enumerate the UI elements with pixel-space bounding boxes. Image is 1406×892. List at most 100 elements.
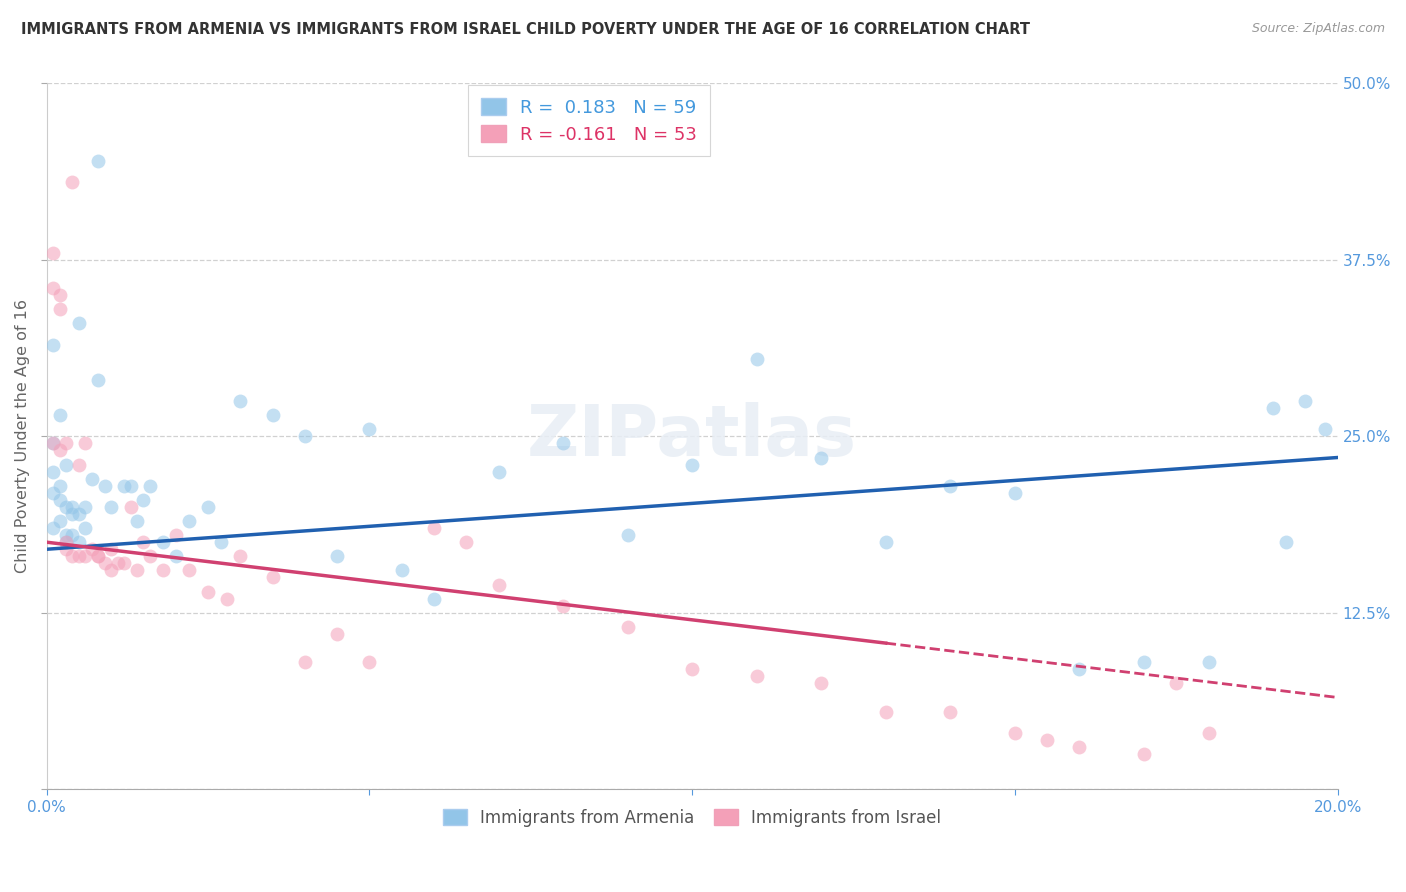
Point: [62, 549, 84, 564]
Point: [139, 549, 162, 564]
Point: [488, 577, 510, 591]
Point: [125, 514, 148, 528]
Point: [939, 479, 962, 493]
Point: [1069, 739, 1091, 754]
Point: [229, 549, 252, 564]
Point: [75, 549, 97, 564]
Point: [112, 479, 135, 493]
Point: [80, 472, 103, 486]
Point: [1069, 662, 1091, 676]
Point: [1198, 655, 1220, 669]
Point: [875, 705, 897, 719]
Point: [75, 521, 97, 535]
Point: [152, 535, 174, 549]
Point: [125, 563, 148, 577]
Point: [42, 485, 65, 500]
Point: [132, 492, 155, 507]
Point: [616, 528, 638, 542]
Point: [1133, 655, 1156, 669]
Point: [62, 528, 84, 542]
Point: [1036, 732, 1059, 747]
Point: [48, 288, 70, 302]
Point: [75, 500, 97, 514]
Point: [681, 662, 703, 676]
Point: [132, 535, 155, 549]
Point: [67, 535, 90, 549]
Point: [42, 337, 65, 351]
Point: [42, 245, 65, 260]
Point: [67, 458, 90, 472]
Point: [262, 570, 284, 584]
Point: [120, 500, 142, 514]
Point: [67, 549, 90, 564]
Point: [1166, 676, 1188, 690]
Point: [55, 458, 77, 472]
Point: [139, 479, 162, 493]
Point: [229, 394, 252, 409]
Point: [294, 655, 316, 669]
Point: [62, 507, 84, 521]
Text: Source: ZipAtlas.com: Source: ZipAtlas.com: [1251, 22, 1385, 36]
Point: [87, 549, 110, 564]
Point: [294, 429, 316, 443]
Point: [42, 281, 65, 295]
Point: [48, 514, 70, 528]
Point: [55, 535, 77, 549]
Point: [359, 655, 381, 669]
Point: [42, 465, 65, 479]
Point: [391, 563, 413, 577]
Point: [681, 458, 703, 472]
Point: [209, 535, 232, 549]
Point: [100, 563, 122, 577]
Point: [810, 676, 832, 690]
Point: [100, 500, 122, 514]
Point: [67, 317, 90, 331]
Point: [616, 620, 638, 634]
Point: [1261, 401, 1284, 416]
Point: [62, 500, 84, 514]
Point: [48, 302, 70, 317]
Point: [875, 535, 897, 549]
Point: [326, 627, 349, 641]
Point: [87, 154, 110, 169]
Point: [55, 436, 77, 450]
Point: [42, 521, 65, 535]
Text: IMMIGRANTS FROM ARMENIA VS IMMIGRANTS FROM ISRAEL CHILD POVERTY UNDER THE AGE OF: IMMIGRANTS FROM ARMENIA VS IMMIGRANTS FR…: [21, 22, 1031, 37]
Point: [48, 443, 70, 458]
Point: [177, 563, 200, 577]
Point: [326, 549, 349, 564]
Point: [152, 563, 174, 577]
Point: [55, 542, 77, 557]
Point: [87, 373, 110, 387]
Point: [48, 408, 70, 422]
Point: [939, 705, 962, 719]
Point: [1198, 725, 1220, 739]
Y-axis label: Child Poverty Under the Age of 16: Child Poverty Under the Age of 16: [15, 300, 30, 574]
Point: [1133, 747, 1156, 761]
Point: [197, 584, 219, 599]
Point: [55, 535, 77, 549]
Text: ZIPatlas: ZIPatlas: [527, 401, 858, 471]
Point: [359, 422, 381, 436]
Point: [1294, 394, 1316, 409]
Point: [1004, 725, 1026, 739]
Point: [62, 175, 84, 189]
Point: [165, 549, 187, 564]
Point: [87, 549, 110, 564]
Point: [745, 669, 768, 683]
Point: [217, 591, 239, 606]
Point: [67, 507, 90, 521]
Point: [551, 436, 574, 450]
Point: [488, 465, 510, 479]
Point: [120, 479, 142, 493]
Point: [177, 514, 200, 528]
Point: [262, 408, 284, 422]
Point: [1275, 535, 1298, 549]
Point: [810, 450, 832, 465]
Point: [55, 500, 77, 514]
Point: [75, 436, 97, 450]
Point: [165, 528, 187, 542]
Point: [456, 535, 478, 549]
Point: [423, 591, 446, 606]
Point: [55, 528, 77, 542]
